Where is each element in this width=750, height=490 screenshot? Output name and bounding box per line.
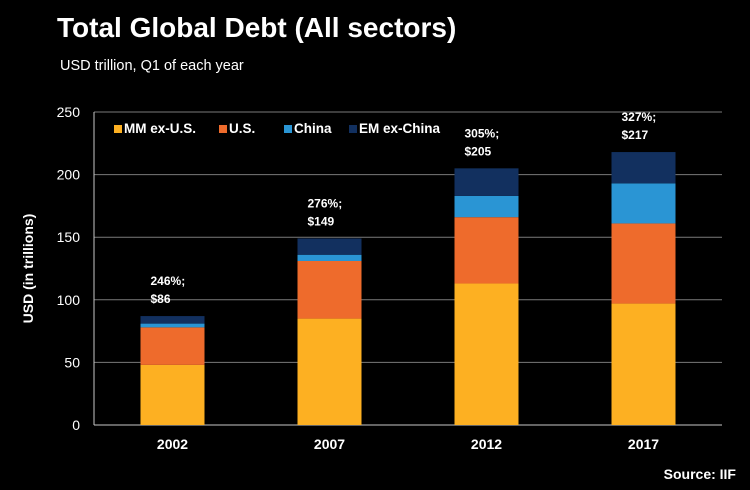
x-tick-label: 2007	[314, 436, 345, 452]
data-label-total: $149	[308, 214, 335, 228]
bar-segment-china-2007	[297, 254, 362, 261]
data-label-percent: 246%;	[151, 274, 186, 288]
bar-segment-china-2012	[454, 195, 519, 218]
legend-label: China	[294, 121, 332, 136]
data-label-total: $205	[465, 144, 492, 158]
data-label-percent: 327%;	[622, 110, 657, 124]
chart-subtitle: USD trillion, Q1 of each year	[60, 58, 244, 74]
legend-swatch	[114, 125, 122, 133]
source-note: Source: IIF	[663, 466, 736, 482]
data-label-total: $217	[622, 128, 649, 142]
legend-label: EM ex-China	[359, 121, 441, 136]
bar-segment-mm-ex-u-s--2007	[297, 318, 362, 425]
bar-segment-u-s--2007	[297, 260, 362, 319]
legend-swatch	[349, 125, 357, 133]
bar-segment-em-ex-china-2012	[454, 168, 519, 196]
bar-segment-mm-ex-u-s--2017	[611, 303, 676, 425]
y-tick-label: 0	[72, 417, 80, 433]
data-label-percent: 276%;	[308, 196, 343, 210]
bar-segment-em-ex-china-2002	[140, 316, 205, 324]
y-axis-title: USD (in trillions)	[20, 214, 36, 324]
data-label-total: $86	[151, 292, 171, 306]
legend-swatch	[219, 125, 227, 133]
bar-segment-u-s--2017	[611, 223, 676, 304]
bar-segment-em-ex-china-2017	[611, 152, 676, 184]
y-tick-label: 50	[64, 354, 80, 370]
bar-segment-u-s--2012	[454, 217, 519, 284]
bar-segment-mm-ex-u-s--2012	[454, 283, 519, 425]
x-tick-label: 2012	[471, 436, 502, 452]
data-label-percent: 305%;	[465, 126, 500, 140]
y-tick-label: 250	[57, 104, 81, 120]
legend-label: U.S.	[229, 121, 255, 136]
y-tick-label: 200	[57, 167, 81, 183]
x-tick-label: 2002	[157, 436, 188, 452]
bar-segment-mm-ex-u-s--2002	[140, 364, 205, 425]
legend-swatch	[284, 125, 292, 133]
bar-segment-em-ex-china-2007	[297, 238, 362, 255]
bar-segment-china-2017	[611, 183, 676, 224]
y-tick-label: 150	[57, 229, 81, 245]
bar-segment-u-s--2002	[140, 327, 205, 365]
bar-segment-china-2002	[140, 323, 205, 328]
y-tick-label: 100	[57, 292, 81, 308]
legend-label: MM ex-U.S.	[124, 121, 196, 136]
x-tick-label: 2017	[628, 436, 659, 452]
chart-title: Total Global Debt (All sectors)	[57, 12, 457, 43]
